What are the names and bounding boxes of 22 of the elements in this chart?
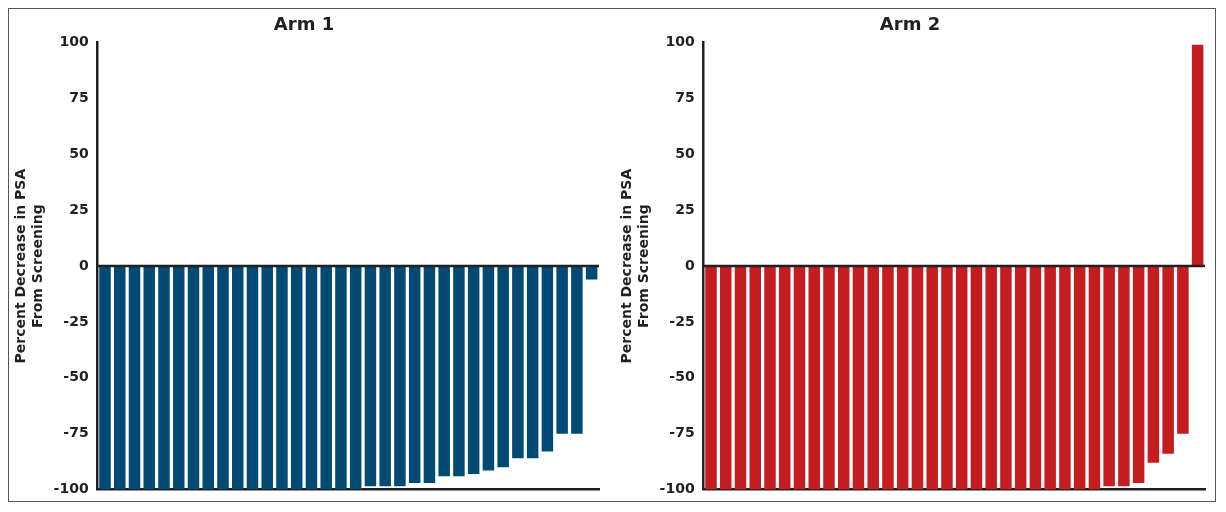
- y-tick-label: -25: [669, 312, 695, 329]
- y-tick-label: 75: [675, 89, 695, 106]
- chart-title: Arm 1: [273, 13, 335, 35]
- y-tick-label: 50: [69, 144, 89, 161]
- y-tick-label: 50: [675, 144, 695, 161]
- y-tick-label: 25: [675, 200, 695, 217]
- y-axis-title: Percent Decrease in PSA From Screening: [12, 168, 45, 364]
- y-tick-label: 25: [69, 200, 89, 217]
- chart-title: Arm 2: [879, 13, 941, 35]
- y-tick-label: -100: [53, 480, 89, 497]
- y-tick-label: 75: [69, 89, 89, 106]
- y-tick-label: -50: [63, 368, 89, 385]
- y-tick-label: 0: [78, 256, 89, 273]
- y-tick-label: 100: [665, 33, 695, 50]
- y-tick-label: -100: [659, 480, 695, 497]
- y-tick-label: 100: [59, 33, 89, 50]
- y-tick-label: -75: [63, 424, 89, 441]
- y-tick-label: -25: [63, 312, 89, 329]
- y-tick-label: 0: [684, 256, 695, 273]
- y-tick-label: -50: [669, 368, 695, 385]
- y-tick-label: -75: [669, 424, 695, 441]
- y-axis-title: Percent Decrease in PSA From Screening: [618, 168, 651, 364]
